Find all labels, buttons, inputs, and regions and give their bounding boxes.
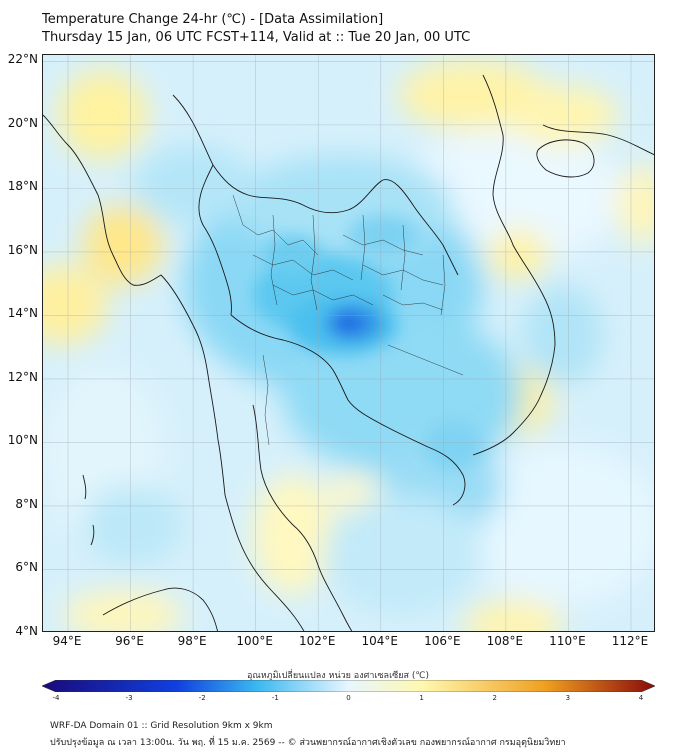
lon-label: 98°E <box>177 634 207 648</box>
gridlines <box>43 55 654 631</box>
lat-label: 4°N <box>15 624 38 638</box>
lat-label: 6°N <box>15 560 38 575</box>
colorbar-tick-label: -4 <box>52 694 60 702</box>
colorbar-tick-label: -1 <box>271 694 279 702</box>
colorbar-tick-label: 2 <box>492 694 497 702</box>
map-canvas <box>43 55 654 631</box>
lat-label: 20°N <box>7 115 38 130</box>
lat-label: 18°N <box>7 179 38 194</box>
lon-label: 96°E <box>115 634 144 648</box>
colorbar-tick-label: -2 <box>198 694 206 702</box>
temperature-change-map <box>42 54 655 632</box>
lat-label: 22°N <box>7 52 38 67</box>
lat-label: 8°N <box>15 496 38 511</box>
lon-label: 112°E <box>611 634 649 648</box>
lat-label: 16°N <box>7 242 38 257</box>
lat-label: 10°N <box>7 433 38 448</box>
colorbar-tick-label: 0 <box>346 694 351 702</box>
lat-label: 12°N <box>7 369 38 384</box>
colorbar-ramp <box>42 680 655 692</box>
lon-label: 94°E <box>52 634 82 648</box>
lon-label: 106°E <box>424 634 461 648</box>
lon-label: 110°E <box>549 634 586 648</box>
coastlines <box>43 74 654 631</box>
colorbar-tick-label: 3 <box>565 694 571 702</box>
map-subtitle: Thursday 15 Jan, 06 UTC FCST+114, Valid … <box>42 30 471 45</box>
province-borders <box>232 194 464 446</box>
colorbar <box>42 680 655 692</box>
lat-label: 14°N <box>7 306 38 321</box>
colorbar-tick-label: 4 <box>638 694 644 702</box>
map-title: Temperature Change 24-hr (℃) - [Data Ass… <box>42 12 384 27</box>
lon-label: 100°E <box>236 634 273 648</box>
footer-update-info: ปรับปรุงข้อมูล ณ เวลา 13:00น. วัน พฤ. ที… <box>50 738 566 748</box>
lon-label: 104°E <box>361 634 399 648</box>
colorbar-title: อุณหภูมิเปลี่ยนแปลง หน่วย องศาเซลเซียส (… <box>246 671 430 681</box>
lon-label: 102°E <box>298 634 336 648</box>
temperature-field-core <box>253 215 483 470</box>
footer-model-info: WRF-DA Domain 01 :: Grid Resolution 9km … <box>50 721 273 731</box>
colorbar-tick-label: 1 <box>419 694 424 702</box>
colorbar-tick-label: -3 <box>125 694 133 702</box>
lon-label: 108°E <box>486 634 524 648</box>
